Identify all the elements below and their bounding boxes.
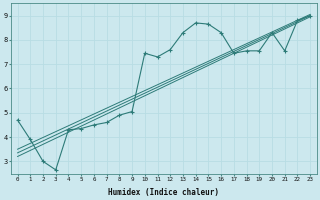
X-axis label: Humidex (Indice chaleur): Humidex (Indice chaleur) <box>108 188 220 197</box>
